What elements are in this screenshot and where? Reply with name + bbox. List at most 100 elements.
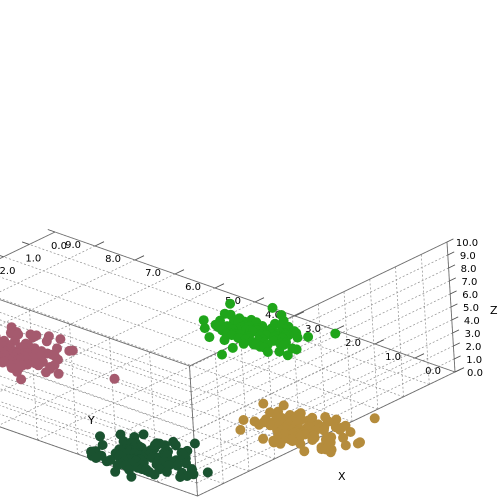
data-point-series-1: [126, 471, 137, 482]
data-point-series-4: [33, 360, 44, 371]
data-point-series-2: [325, 447, 336, 458]
data-point-series-3: [274, 346, 285, 357]
data-point-series-1: [172, 460, 183, 471]
y-tick-mark: [374, 339, 385, 345]
y-tick-mark: [214, 283, 225, 289]
x-tick-mark: [0, 255, 4, 258]
floor-grid-line: [0, 276, 378, 410]
data-point-series-2: [325, 437, 336, 448]
data-point-series-2: [299, 446, 310, 457]
y-tick-mark: [94, 241, 105, 247]
side-wall-grid-line: [240, 341, 250, 472]
y-axis-title: Y: [87, 414, 95, 427]
y-tick-label: 6.0: [185, 282, 201, 293]
x-tick-label: 2.0: [0, 266, 15, 277]
z-tick-label: 4.0: [464, 316, 480, 327]
data-point-series-2: [235, 424, 246, 435]
x-tick-mark: [47, 229, 56, 233]
data-point-series-3: [303, 331, 314, 342]
data-point-series-2: [287, 436, 298, 447]
y-tick-label: 3.0: [305, 324, 321, 335]
y-tick-label: 7.0: [145, 268, 161, 279]
floor-grid-line: [3, 256, 404, 398]
z-tick-mark: [450, 303, 458, 308]
z-tick-mark: [446, 238, 454, 243]
data-point-series-3: [199, 323, 210, 334]
data-point-series-2: [340, 440, 351, 451]
z-tick-mark: [447, 251, 455, 256]
data-point-series-1: [91, 453, 101, 463]
data-point-series-2: [352, 438, 363, 449]
back-wall-grid-line: [69, 323, 78, 455]
data-point-series-3: [291, 344, 302, 355]
data-point-series-2: [275, 438, 286, 449]
data-point-series-1: [202, 467, 213, 478]
data-point-series-3: [217, 349, 227, 360]
data-point-series-1: [149, 469, 160, 480]
side-wall-grid-line: [343, 291, 353, 422]
data-point-series-4: [64, 345, 75, 356]
data-point-series-4: [109, 373, 120, 384]
z-tick-mark: [449, 277, 456, 282]
data-point-series-4: [16, 374, 27, 385]
data-point-series-2: [295, 438, 306, 449]
y-tick-mark: [294, 311, 305, 317]
data-point-series-1: [138, 429, 149, 440]
y-tick-label: 1.0: [385, 352, 401, 363]
data-point-series-2: [238, 415, 249, 425]
data-point-series-1: [161, 466, 172, 477]
back-wall-grid-line: [0, 324, 192, 393]
data-point-series-4: [27, 332, 38, 343]
z-tick-mark: [448, 264, 456, 269]
data-point-series-1: [189, 438, 200, 449]
z-tick-label: 8.0: [461, 264, 477, 275]
z-tick-label: 1.0: [466, 355, 482, 366]
data-point-series-4: [41, 336, 52, 347]
floor-grid-line: [0, 298, 353, 422]
data-point-series-3: [225, 298, 236, 309]
data-point-series-1: [97, 440, 108, 450]
z-tick-mark: [454, 355, 461, 360]
data-point-series-3: [282, 350, 293, 361]
data-point-series-2: [258, 433, 269, 444]
z-tick-label: 7.0: [461, 277, 477, 288]
data-point-series-3: [292, 332, 303, 343]
back-wall-grid-line: [0, 375, 195, 445]
z-tick-label: 9.0: [460, 251, 476, 262]
data-point-series-3: [227, 342, 238, 353]
box-edge: [0, 231, 56, 259]
data-point-series-1: [101, 456, 112, 467]
data-point-series-4: [55, 334, 66, 345]
x-tick-mark: [21, 241, 30, 245]
data-point-series-4: [53, 368, 64, 379]
data-point-series-3: [204, 332, 215, 343]
data-point-series-3: [267, 302, 278, 313]
z-tick-label: 6.0: [462, 290, 478, 301]
floor-grid-line: [29, 244, 430, 385]
y-tick-label: 0.0: [425, 366, 441, 377]
y-tick-label: 2.0: [345, 338, 361, 349]
z-axis-title: Z: [490, 304, 498, 317]
data-point-series-3: [219, 335, 230, 346]
y-tick-mark: [174, 269, 185, 275]
y-tick-label: 9.0: [65, 240, 81, 251]
data-point-series-2: [345, 427, 356, 437]
z-tick-label: 10.0: [456, 238, 478, 249]
y-tick-label: 8.0: [105, 254, 121, 265]
z-tick-mark: [450, 290, 457, 295]
x-tick-label: 1.0: [25, 253, 41, 264]
data-point-series-1: [95, 431, 105, 442]
data-point-series-3: [198, 315, 209, 326]
data-point-series-2: [334, 424, 345, 435]
data-point-series-4: [0, 357, 8, 368]
tick-layer: 0.0 1.0 2.0 3.0 4.0 5.0 6.0 7.0 8.0 0.0 1.0 2.0 3.0 4…: [0, 229, 483, 379]
data-point-series-4: [41, 367, 51, 378]
z-tick-label: 5.0: [463, 303, 479, 314]
data-point-series-3: [330, 328, 341, 339]
y-tick-mark: [134, 255, 145, 261]
data-point-series-1: [110, 466, 121, 477]
box-edge: [0, 299, 190, 367]
x-axis-title: X: [338, 470, 346, 483]
points-layer: [0, 298, 380, 482]
